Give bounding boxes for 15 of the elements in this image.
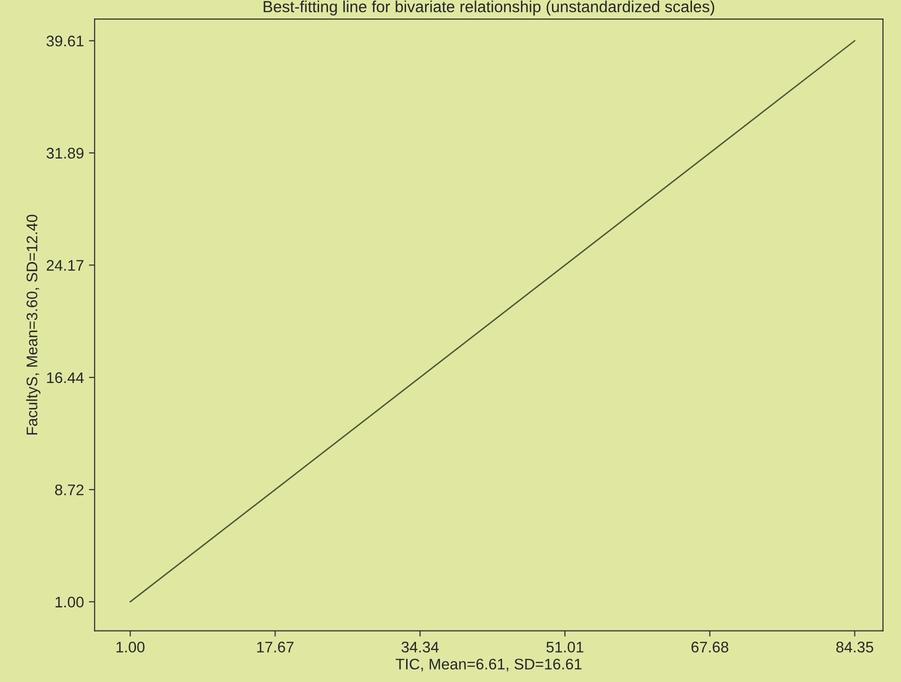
y-axis-title: FacultyS, Mean=3.60, SD=12.40	[26, 214, 40, 435]
x-axis-title: TIC, Mean=6.61, SD=16.61	[396, 658, 582, 672]
x-tick-label: 67.68	[691, 642, 728, 652]
x-tick-label: 1.00	[116, 642, 145, 652]
x-tick-label: 17.67	[257, 642, 294, 652]
x-tick-label: 51.01	[546, 642, 584, 652]
y-tick-label: 39.61	[46, 36, 84, 46]
y-tick-label: 8.72	[55, 484, 84, 496]
y-tick-label: 16.44	[47, 372, 84, 384]
y-tick-label: 24.17	[46, 260, 84, 271]
x-tick-label: 34.34	[402, 642, 439, 652]
chart-title: Best-fitting line for bivariate relationship (unstandardized scales)	[264, 0, 714, 16]
y-tick-label: 1.00	[56, 596, 84, 608]
x-tick-label: 84.35	[836, 642, 874, 652]
y-tick-label: 31.89	[46, 148, 84, 159]
